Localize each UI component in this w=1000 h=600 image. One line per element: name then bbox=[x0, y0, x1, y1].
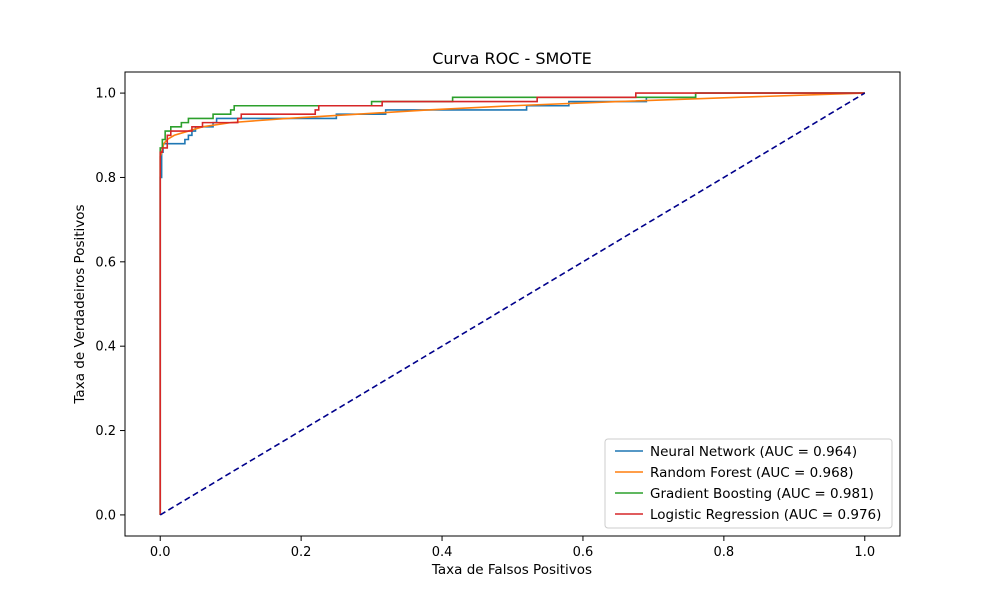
series-layer bbox=[159, 92, 866, 516]
series-line-3 bbox=[159, 92, 865, 515]
legend-entry-2: Gradient Boosting (AUC = 0.981) bbox=[650, 486, 874, 502]
x-tick-label: 0.4 bbox=[432, 545, 453, 560]
legend-entry-0: Neural Network (AUC = 0.964) bbox=[650, 444, 857, 460]
legend-box bbox=[604, 438, 893, 529]
y-tick-label: 0.0 bbox=[95, 508, 116, 523]
chart-title: Curva ROC - SMOTE bbox=[432, 49, 592, 68]
legend: Neural Network (AUC = 0.964) Random Fores… bbox=[604, 438, 893, 529]
y-axis-label: Taxa de Verdadeiros Positivos bbox=[72, 204, 88, 404]
y-tick-label: 0.4 bbox=[95, 340, 116, 355]
x-tick-label: 0.0 bbox=[150, 545, 171, 560]
reference-diagonal-line bbox=[159, 92, 866, 516]
x-tick-label: 0.2 bbox=[291, 545, 312, 560]
legend-entry-3: Logistic Regression (AUC = 0.976) bbox=[650, 507, 881, 523]
plot-area-frame bbox=[124, 71, 901, 537]
y-tick-label: 0.6 bbox=[95, 255, 116, 270]
y-tick-label: 1.0 bbox=[95, 87, 116, 102]
y-tick-label: 0.2 bbox=[95, 424, 116, 439]
x-axis-label: Taxa de Falsos Positivos bbox=[431, 562, 592, 578]
y-axis-ticks: 0.0 0.2 0.4 0.6 0.8 1.0 bbox=[95, 87, 125, 523]
x-tick-label: 0.8 bbox=[714, 545, 735, 560]
x-tick-label: 0.6 bbox=[573, 545, 594, 560]
x-tick-label: 1.0 bbox=[854, 545, 875, 560]
legend-entry-1: Random Forest (AUC = 0.968) bbox=[650, 465, 854, 481]
x-axis-ticks: 0.0 0.2 0.4 0.6 0.8 1.0 bbox=[150, 536, 875, 560]
y-tick-label: 0.8 bbox=[95, 171, 116, 186]
